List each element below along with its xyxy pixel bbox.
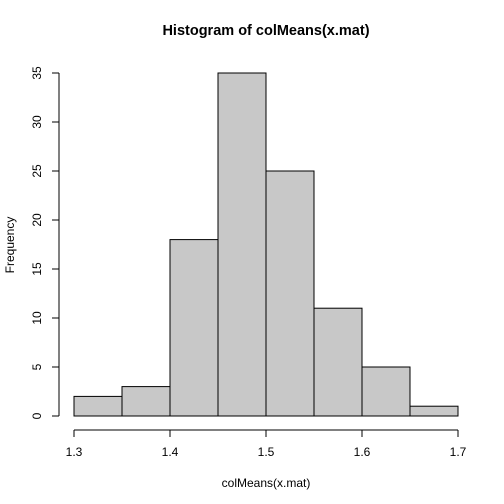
x-tick-label: 1.6 bbox=[354, 445, 371, 459]
y-axis-label: Frequency bbox=[3, 217, 17, 274]
y-tick-label: 5 bbox=[30, 363, 44, 370]
x-tick-label: 1.4 bbox=[162, 445, 179, 459]
chart-title: Histogram of colMeans(x.mat) bbox=[162, 23, 369, 39]
x-tick-label: 1.3 bbox=[66, 445, 83, 459]
y-tick-label: 15 bbox=[30, 262, 44, 276]
y-tick-label: 20 bbox=[30, 213, 44, 227]
histogram-bar bbox=[265, 170, 315, 417]
x-tick-label: 1.5 bbox=[258, 445, 275, 459]
histogram-bar bbox=[217, 72, 267, 417]
histogram-bar bbox=[409, 405, 459, 417]
histogram-bar bbox=[361, 366, 411, 417]
y-tick-label: 30 bbox=[30, 115, 44, 129]
y-axis: 0 5 10 15 20 25 30 35 bbox=[30, 66, 60, 419]
x-axis: 1.3 1.4 1.5 1.6 1.7 bbox=[66, 429, 467, 459]
y-tick-label: 35 bbox=[30, 66, 44, 80]
y-tick-label: 0 bbox=[30, 412, 44, 419]
bars-group bbox=[73, 72, 459, 417]
histogram-bar bbox=[169, 239, 219, 417]
x-tick-label: 1.7 bbox=[450, 445, 467, 459]
x-axis-label: colMeans(x.mat) bbox=[222, 476, 311, 490]
histogram-bar bbox=[73, 395, 123, 417]
histogram-bar bbox=[313, 307, 363, 417]
y-tick-label: 10 bbox=[30, 311, 44, 325]
y-tick-label: 25 bbox=[30, 164, 44, 178]
histogram-bar bbox=[121, 386, 171, 417]
